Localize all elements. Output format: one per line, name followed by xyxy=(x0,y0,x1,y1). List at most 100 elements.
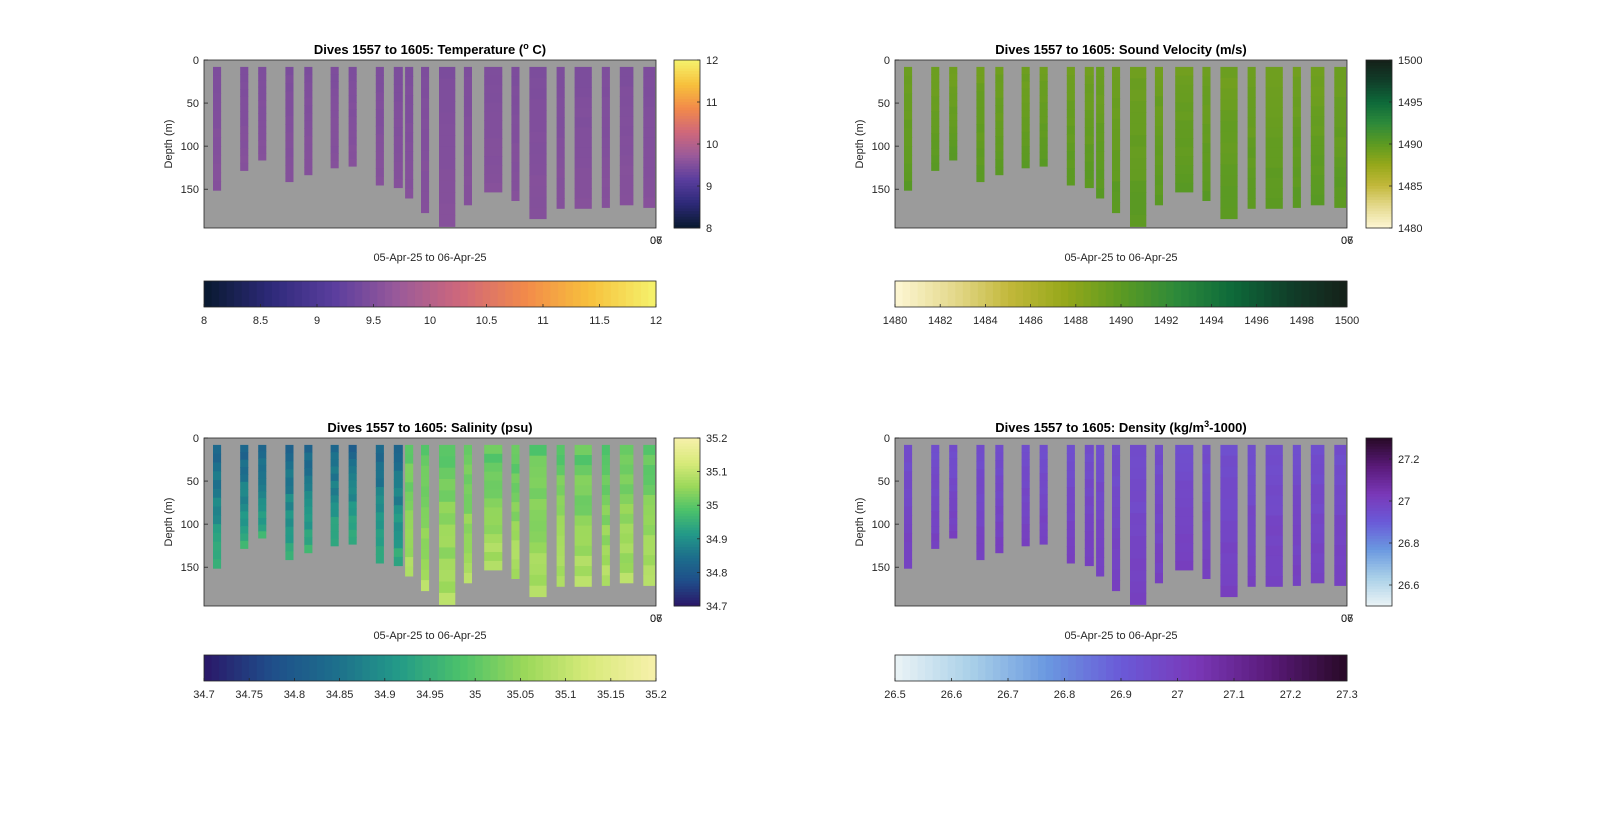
data-cell xyxy=(405,566,414,577)
colorbar-segment xyxy=(475,655,484,681)
data-cell xyxy=(439,501,456,514)
dive-column xyxy=(1334,66,1347,208)
colorbar-segment xyxy=(917,655,926,681)
colorbar-segment xyxy=(1366,600,1392,604)
colorbar-segment xyxy=(362,655,371,681)
colorbar-segment xyxy=(674,594,700,599)
data-cell xyxy=(601,475,610,486)
data-cell xyxy=(405,491,414,502)
data-cell xyxy=(904,541,913,552)
colorbar-segment xyxy=(1366,191,1392,195)
dive-column xyxy=(348,66,357,167)
data-cell xyxy=(904,453,913,464)
data-cell xyxy=(213,559,222,569)
data-cell xyxy=(1130,192,1147,205)
data-cell xyxy=(1292,187,1301,198)
data-cell xyxy=(556,545,565,557)
data-cell xyxy=(1039,452,1048,460)
colorbar-segment xyxy=(940,281,949,307)
data-cell xyxy=(1202,492,1211,503)
data-cell xyxy=(574,566,592,577)
data-cell xyxy=(1154,484,1163,495)
data-cell xyxy=(619,464,634,475)
data-cell xyxy=(484,102,503,113)
data-cell xyxy=(258,531,267,539)
data-cell xyxy=(463,444,472,456)
data-cell xyxy=(1084,153,1094,163)
data-cell xyxy=(213,146,222,156)
data-cell xyxy=(1096,160,1105,171)
data-cell xyxy=(1310,543,1325,554)
colorbar-segment xyxy=(1366,449,1392,453)
colorbar-segment xyxy=(505,655,514,681)
data-cell xyxy=(304,143,313,153)
data-cell xyxy=(304,498,313,507)
data-cell xyxy=(1112,496,1121,508)
colorbar-segment xyxy=(674,127,700,131)
data-cell xyxy=(463,523,472,535)
data-cell xyxy=(304,166,313,176)
data-cell xyxy=(904,75,913,86)
data-cell xyxy=(463,494,472,505)
data-cell xyxy=(330,466,339,475)
data-cell xyxy=(949,120,958,128)
y-tick-label: 100 xyxy=(872,141,890,153)
colorbar-segment xyxy=(674,505,700,509)
colorbar-segment xyxy=(377,281,386,307)
data-cell xyxy=(1265,566,1283,577)
axes-frame xyxy=(894,59,1348,229)
colorbar-segment xyxy=(674,508,700,512)
data-cell xyxy=(405,85,414,96)
colorbar-segment xyxy=(674,110,700,114)
colorbar-segment xyxy=(279,655,288,681)
data-cell xyxy=(949,471,958,479)
data-cell xyxy=(556,475,565,486)
data-cell xyxy=(619,494,634,505)
data-cell xyxy=(240,162,249,171)
data-cell xyxy=(439,444,456,457)
data-cell xyxy=(258,133,267,141)
data-cell xyxy=(1130,444,1147,457)
colorbar-segment xyxy=(1366,152,1392,156)
data-cell xyxy=(330,452,339,460)
colorbar-segment xyxy=(520,281,529,307)
data-cell xyxy=(1310,106,1325,117)
data-cell xyxy=(1310,76,1325,88)
data-cell xyxy=(949,153,958,161)
dive-column xyxy=(348,444,357,545)
data-cell xyxy=(1154,165,1163,176)
data-cell xyxy=(1292,565,1301,576)
data-cell xyxy=(304,82,313,91)
colorbar-segment xyxy=(1000,281,1009,307)
data-cell xyxy=(1130,66,1147,79)
data-cell xyxy=(1084,505,1094,515)
data-cell xyxy=(1292,475,1301,486)
colorbar-segment xyxy=(674,600,700,604)
data-cell xyxy=(348,144,357,153)
data-cell xyxy=(439,547,456,560)
colorbar-segment xyxy=(674,138,700,142)
data-cell xyxy=(304,159,313,168)
data-cell xyxy=(393,522,403,532)
data-cell xyxy=(484,444,503,455)
data-cell xyxy=(1292,515,1301,526)
data-cell xyxy=(484,552,503,562)
data-cell xyxy=(574,545,592,557)
data-cell xyxy=(1292,197,1301,208)
data-cell xyxy=(1039,116,1048,125)
colorbar-segment xyxy=(1366,174,1392,179)
colorbar-segment xyxy=(271,281,280,307)
data-cell xyxy=(1265,535,1283,547)
colorbar-segment xyxy=(1188,281,1197,307)
colorbar-segment xyxy=(1366,74,1392,78)
y-axis-label: Depth (m) xyxy=(163,498,175,547)
data-cell xyxy=(931,81,940,90)
data-cell xyxy=(1175,560,1194,571)
colorbar-segment xyxy=(1366,502,1392,506)
data-cell xyxy=(330,473,339,482)
data-cell xyxy=(1084,66,1094,77)
data-cell xyxy=(1220,142,1238,155)
colorbar-segment xyxy=(1324,655,1333,681)
data-cell xyxy=(393,462,403,472)
colorbar-segment xyxy=(1366,180,1392,184)
